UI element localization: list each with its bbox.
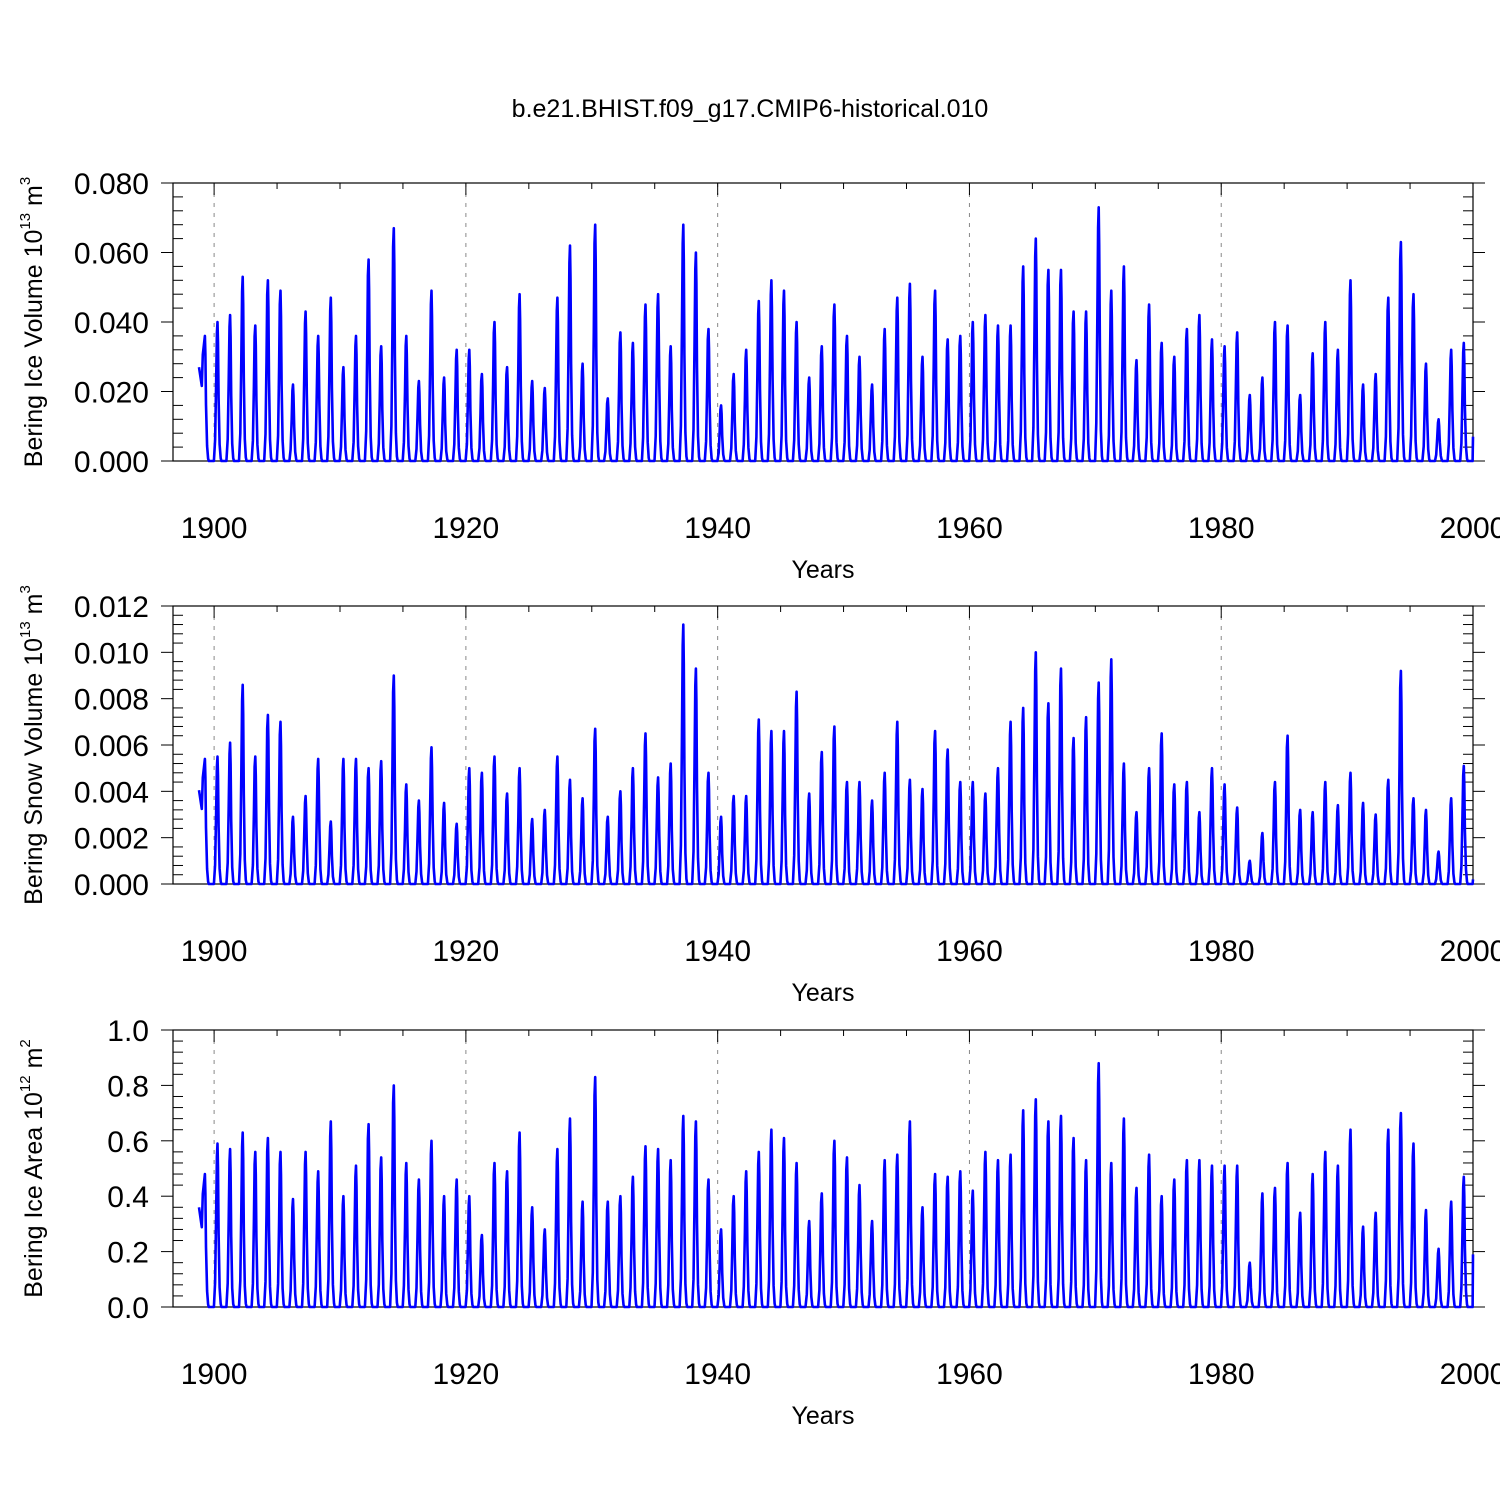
x-tick-label: 1940	[684, 935, 751, 968]
x-tick-label: 1940	[684, 512, 751, 545]
x-tick-label: 1900	[181, 935, 248, 968]
x-tick-label: 1900	[181, 512, 248, 545]
x-tick-label: 1920	[433, 935, 500, 968]
y-axis-label: Bering Snow Volume 1013 m3	[17, 585, 48, 905]
y-tick-label: 0.004	[74, 776, 149, 809]
y-tick-label: 0.040	[74, 307, 149, 340]
y-axis-label: Bering Ice Area 1012 m2	[17, 1039, 48, 1298]
y-axis-label-text: Bering Ice Area 10	[20, 1092, 48, 1298]
panels: 0.000 0.020 0.040 0.060 0.080 1900 1920 1940 196…	[17, 168, 1500, 1430]
y-axis-label-unit-exponent: 3	[17, 177, 34, 185]
y-tick-label: 0.4	[107, 1181, 149, 1214]
x-axis-label: Years	[791, 556, 854, 584]
series-line	[197, 623, 1475, 886]
y-axis-label-unit-exponent: 2	[17, 1039, 34, 1047]
y-tick-label: 0.020	[74, 377, 149, 410]
plot-frame	[172, 1029, 1474, 1308]
x-tick-label: 2000	[1440, 1358, 1500, 1391]
x-axis-label: Years	[791, 1402, 854, 1430]
x-tick-label: 1920	[433, 1358, 500, 1391]
x-axis-label: Years	[791, 979, 854, 1007]
y-tick-label: 0.0	[107, 1292, 149, 1325]
y-tick-label: 0.012	[74, 591, 149, 624]
y-tick-label: 0.2	[107, 1237, 149, 1270]
y-axis-label-text: Bering Snow Volume 10	[20, 638, 48, 905]
y-axis-label-unit: m	[20, 1048, 48, 1076]
y-tick-label: 0.006	[74, 730, 149, 763]
x-tick-label: 1960	[936, 935, 1003, 968]
panel-2: 0.000 0.002 0.004 0.006 0.008 0.010 0.012 1900 1…	[17, 585, 1500, 1007]
y-axis-label-exponent: 13	[17, 213, 34, 230]
series-line	[197, 1061, 1475, 1309]
y-tick-label: 0.000	[74, 446, 149, 479]
y-axis-label-exponent: 13	[17, 621, 34, 638]
x-tick-label: 2000	[1440, 512, 1500, 545]
y-tick-label: 0.000	[74, 869, 149, 902]
x-tick-label: 1980	[1188, 1358, 1255, 1391]
y-tick-label: 0.080	[74, 168, 149, 201]
series-line	[197, 206, 1475, 463]
y-tick-label: 0.6	[107, 1126, 149, 1159]
y-tick-label: 0.010	[74, 637, 149, 670]
y-axis-label-exponent: 12	[17, 1075, 34, 1092]
figure-title: b.e21.BHIST.f09_g17.CMIP6-historical.010	[512, 95, 989, 123]
x-tick-label: 1940	[684, 1358, 751, 1391]
x-tick-label: 1900	[181, 1358, 248, 1391]
x-tick-label: 1960	[936, 1358, 1003, 1391]
y-tick-label: 0.002	[74, 823, 149, 856]
y-tick-label: 0.008	[74, 684, 149, 717]
y-axis-label-unit: m	[20, 185, 48, 213]
y-tick-label: 1.0	[107, 1015, 149, 1048]
x-tick-label: 1980	[1188, 935, 1255, 968]
y-tick-label: 0.060	[74, 238, 149, 271]
y-tick-label: 0.8	[107, 1070, 149, 1103]
y-axis-label-unit: m	[20, 594, 48, 622]
y-axis-label: Bering Ice Volume 1013 m3	[17, 177, 48, 467]
y-axis-label-unit-exponent: 3	[17, 585, 34, 593]
x-tick-label: 2000	[1440, 935, 1500, 968]
panel-3: 0.0 0.2 0.4 0.6 0.8 1.0 1900 1920 1940 1960 1980 20…	[17, 1015, 1500, 1430]
y-axis-label-text: Bering Ice Volume 10	[20, 230, 48, 468]
x-tick-label: 1980	[1188, 512, 1255, 545]
x-tick-label: 1960	[936, 512, 1003, 545]
panel-1: 0.000 0.020 0.040 0.060 0.080 1900 1920 1940 196…	[17, 168, 1500, 584]
x-tick-label: 1920	[433, 512, 500, 545]
